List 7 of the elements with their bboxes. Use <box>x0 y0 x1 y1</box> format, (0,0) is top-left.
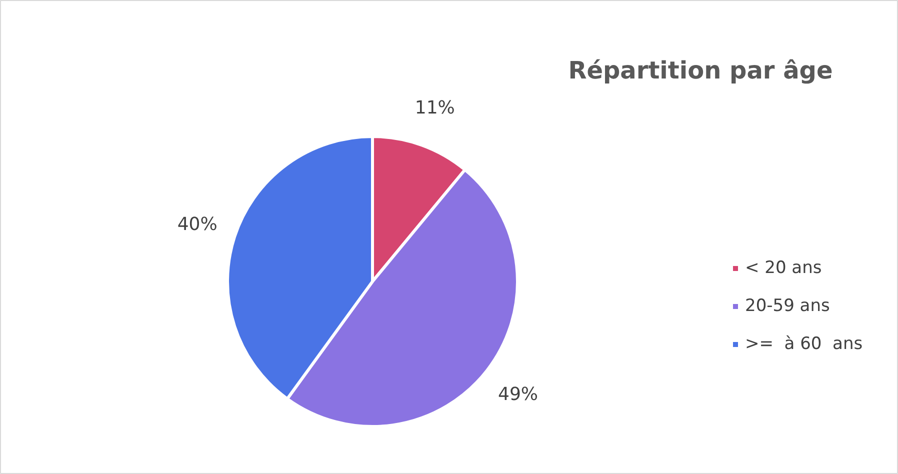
legend-label: 20-59 ans <box>745 296 830 316</box>
data-label: 11% <box>414 98 455 119</box>
legend-label: < 20 ans <box>745 258 822 278</box>
chart-title: Répartition par âge <box>568 56 833 84</box>
legend-label: >= à 60 ans <box>745 334 863 354</box>
data-label: 40% <box>177 214 218 236</box>
data-label: 49% <box>498 384 538 405</box>
